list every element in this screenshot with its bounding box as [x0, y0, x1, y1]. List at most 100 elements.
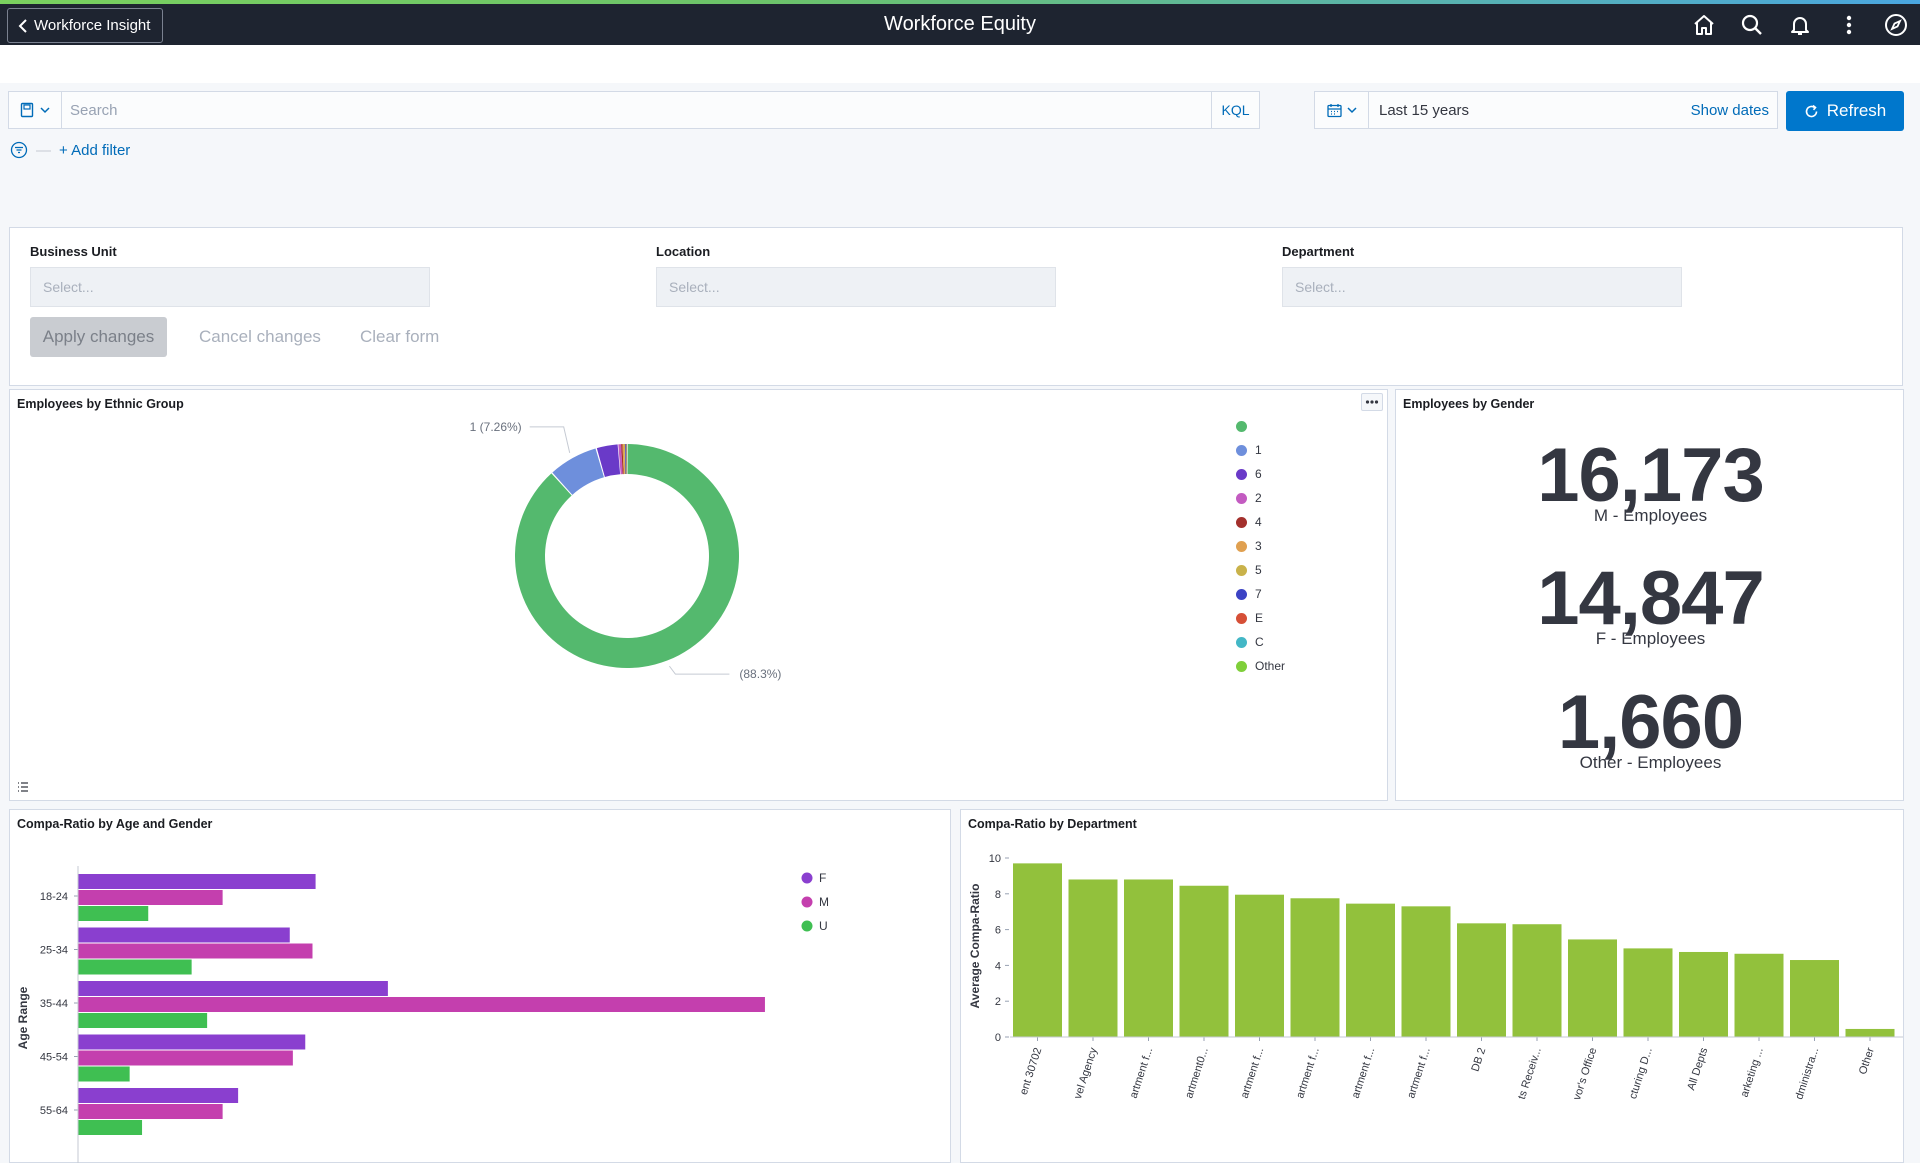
x-tick-label: Other [1857, 1046, 1877, 1076]
metric-female: 14,847 F - Employees [1396, 561, 1905, 649]
legend-swatch [802, 897, 813, 908]
panel-title: Compa-Ratio by Age and Gender [17, 817, 212, 831]
add-filter-link[interactable]: + Add filter [59, 142, 130, 159]
x-tick-label: vel Agency [1072, 1046, 1100, 1101]
bar-F-25-34 [78, 928, 290, 943]
metric-male: 16,173 M - Employees [1396, 438, 1905, 526]
clear-form-button[interactable]: Clear form [360, 327, 439, 347]
legend-item[interactable]: 3 [1236, 534, 1285, 558]
bar-2 [1124, 879, 1173, 1037]
department-select[interactable]: Select... [1282, 267, 1682, 307]
y-tick-label: 45-54 [40, 1052, 68, 1064]
legend-item[interactable]: 4 [1236, 510, 1285, 534]
x-tick-label: artment f... [1405, 1046, 1433, 1100]
bar-3 [1180, 886, 1229, 1037]
bar-1 [1069, 879, 1118, 1037]
control-label: Department [1282, 244, 1682, 259]
bar-M-35-44 [78, 997, 765, 1012]
legend-item[interactable] [1236, 414, 1285, 438]
bar-15 [1846, 1029, 1895, 1037]
bar-12 [1679, 952, 1728, 1037]
refresh-icon [1804, 104, 1819, 119]
legend-swatch [1236, 541, 1247, 552]
kql-toggle[interactable]: KQL [1211, 92, 1259, 128]
legend-item[interactable]: 5 [1236, 558, 1285, 582]
x-tick-label: vor's Office [1571, 1046, 1599, 1102]
bar-14 [1790, 960, 1839, 1037]
date-range-label[interactable]: Last 15 years [1379, 102, 1469, 119]
y-tick-label: 8 [995, 889, 1001, 901]
location-select[interactable]: Select... [656, 267, 1056, 307]
legend-swatch [1236, 565, 1247, 576]
bar-U-55-64 [78, 1120, 142, 1135]
filter-row: — + Add filter [10, 141, 130, 159]
legend-swatch [802, 873, 813, 884]
bar-M-25-34 [78, 944, 312, 959]
apply-changes-button[interactable]: Apply changes [30, 317, 167, 357]
y-tick-label: 2 [995, 996, 1001, 1008]
filter-icon[interactable] [10, 141, 28, 159]
legend-item[interactable]: C [1236, 630, 1285, 654]
back-button[interactable]: Workforce Insight [7, 8, 163, 43]
panel-options-button[interactable] [1361, 393, 1383, 411]
legend-item[interactable]: Other [1236, 654, 1285, 678]
bar-10 [1568, 939, 1617, 1037]
x-tick-label: artment f... [1294, 1046, 1322, 1100]
bar-U-45-54 [78, 1067, 130, 1082]
quick-date-button[interactable] [1315, 92, 1369, 128]
saved-query-button[interactable] [8, 91, 62, 129]
bar-11 [1624, 948, 1673, 1037]
x-tick-label: All Depts [1685, 1046, 1710, 1092]
legend-label: C [1255, 635, 1264, 649]
legend-label: 1 [1255, 443, 1262, 457]
search-input[interactable] [62, 92, 1162, 128]
top-bar: Workforce Insight Workforce Equity [0, 0, 1920, 45]
bar-7 [1402, 906, 1451, 1037]
refresh-button[interactable]: Refresh [1786, 91, 1904, 131]
metric-value: 16,173 [1396, 438, 1905, 514]
x-tick-label: ts Receiv... [1516, 1046, 1544, 1101]
bar-0 [1013, 863, 1062, 1037]
metric-label: M - Employees [1396, 506, 1905, 526]
legend-swatch [1236, 421, 1247, 432]
x-tick-label: cturing D... [1627, 1046, 1655, 1100]
donut-data-label: 1 (7.26%) [470, 420, 522, 434]
legend-item[interactable]: 6 [1236, 462, 1285, 486]
home-icon[interactable] [1691, 12, 1717, 38]
ethnic-group-panel: Employees by Ethnic Group (88.3%)1 (7.26… [9, 389, 1388, 801]
legend-item[interactable]: 1 [1236, 438, 1285, 462]
legend-item[interactable]: 7 [1236, 582, 1285, 606]
legend-label: 2 [1255, 491, 1262, 505]
compass-icon[interactable] [1883, 12, 1909, 38]
search-icon[interactable] [1739, 12, 1765, 38]
ethnic-donut-chart: (88.3%)1 (7.26%) [390, 412, 1210, 792]
show-dates-link[interactable]: Show dates [1691, 102, 1769, 119]
gender-panel: Employees by Gender 16,173 M - Employees… [1395, 389, 1904, 801]
chevron-down-icon [1347, 106, 1357, 114]
department-panel: Compa-Ratio by Department Average Compa-… [960, 809, 1904, 1163]
legend-toggle-icon[interactable] [14, 778, 32, 796]
legend-swatch [1236, 445, 1247, 456]
legend-label: F [819, 871, 826, 885]
cancel-changes-button[interactable]: Cancel changes [199, 327, 321, 347]
control-label: Location [656, 244, 1056, 259]
more-vertical-icon[interactable] [1836, 12, 1862, 38]
filter-divider: — [36, 142, 51, 159]
panel-title: Employees by Ethnic Group [17, 397, 184, 411]
legend-label: E [1255, 611, 1263, 625]
y-axis-label: Average Compa-Ratio [968, 884, 982, 1009]
bar-5 [1291, 898, 1340, 1037]
legend-item[interactable]: 2 [1236, 486, 1285, 510]
legend-swatch [1236, 493, 1247, 504]
legend-swatch [1236, 637, 1247, 648]
page-title: Workforce Equity [0, 13, 1920, 36]
legend-swatch [1236, 661, 1247, 672]
legend-label: 4 [1255, 515, 1262, 529]
bar-U-18-24 [78, 906, 148, 921]
bell-icon[interactable] [1787, 12, 1813, 38]
metric-label: F - Employees [1396, 629, 1905, 649]
x-tick-label: ent 30702 [1018, 1046, 1045, 1096]
legend-item[interactable]: E [1236, 606, 1285, 630]
business-unit-select[interactable]: Select... [30, 267, 430, 307]
